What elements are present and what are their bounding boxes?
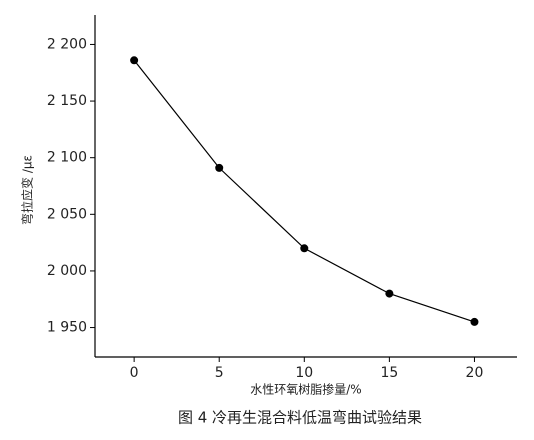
- x-tick-label: 20: [466, 365, 484, 381]
- marker: [300, 244, 309, 253]
- marker: [470, 317, 479, 326]
- y-tick-label: 2 150: [47, 93, 87, 109]
- marker: [215, 163, 224, 172]
- line: [133, 59, 475, 323]
- caption: 图 4 冷再生混合料低温弯曲试验结果: [178, 409, 422, 427]
- y-tick-label: 2 100: [47, 150, 87, 166]
- y-tick-label: 2 050: [47, 206, 87, 222]
- x-tick-label: 5: [215, 365, 224, 381]
- x-tick-label: 10: [295, 365, 313, 381]
- y-tick-label: 1 950: [47, 320, 87, 336]
- x-axis-label: 水性环氧树脂掺量/%: [250, 382, 361, 397]
- y-axis-label: 弯拉应变 /με: [20, 155, 35, 225]
- y-tick-label: 2 200: [47, 36, 87, 52]
- y-tick-label: 2 000: [47, 263, 87, 279]
- x-tick-label: 15: [380, 365, 398, 381]
- x-tick-label: 0: [130, 365, 139, 381]
- marker: [385, 289, 394, 298]
- marker: [130, 56, 139, 65]
